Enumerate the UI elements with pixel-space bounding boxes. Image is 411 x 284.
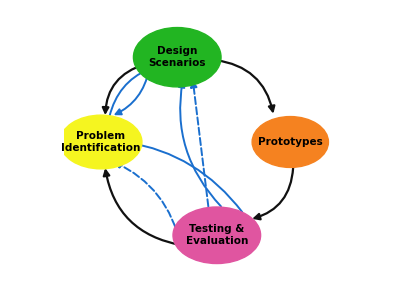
- FancyArrowPatch shape: [115, 70, 149, 114]
- FancyArrowPatch shape: [215, 60, 275, 111]
- FancyArrowPatch shape: [109, 69, 148, 116]
- Text: Testing &
Evaluation: Testing & Evaluation: [186, 224, 248, 246]
- FancyArrowPatch shape: [127, 141, 242, 212]
- Text: Prototypes: Prototypes: [258, 137, 323, 147]
- FancyArrowPatch shape: [104, 170, 182, 245]
- FancyArrowPatch shape: [254, 168, 293, 219]
- Ellipse shape: [134, 28, 221, 87]
- Ellipse shape: [173, 207, 261, 264]
- Text: Problem
Identification: Problem Identification: [61, 131, 141, 153]
- FancyArrowPatch shape: [103, 64, 145, 113]
- Ellipse shape: [60, 115, 142, 169]
- FancyArrowPatch shape: [191, 82, 208, 206]
- FancyArrowPatch shape: [115, 162, 180, 246]
- Text: Design
Scenarios: Design Scenarios: [148, 46, 206, 68]
- Ellipse shape: [252, 116, 328, 168]
- FancyArrowPatch shape: [179, 82, 221, 206]
